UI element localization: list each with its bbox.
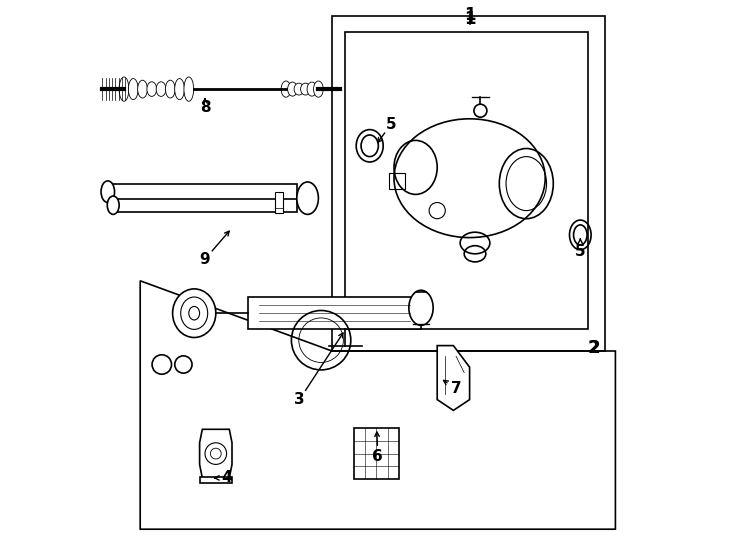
Text: 9: 9: [200, 252, 211, 267]
Polygon shape: [200, 429, 232, 478]
Text: 5: 5: [575, 244, 586, 259]
Bar: [354, 428, 399, 480]
Ellipse shape: [294, 83, 304, 95]
Polygon shape: [437, 346, 470, 410]
Text: 2: 2: [587, 339, 599, 357]
Text: 6: 6: [372, 449, 383, 464]
Bar: [200, 477, 232, 483]
Ellipse shape: [128, 79, 138, 99]
Text: 5: 5: [386, 117, 396, 132]
Bar: [108, 184, 297, 200]
Text: 2: 2: [589, 339, 600, 357]
Text: 1: 1: [464, 5, 476, 24]
Ellipse shape: [409, 291, 433, 325]
Ellipse shape: [107, 196, 119, 214]
Ellipse shape: [175, 79, 184, 99]
Ellipse shape: [184, 77, 194, 102]
Bar: [275, 192, 283, 213]
Text: 7: 7: [451, 381, 462, 396]
Bar: [388, 173, 404, 189]
Bar: [113, 199, 297, 212]
Ellipse shape: [119, 77, 129, 102]
Text: 8: 8: [200, 100, 211, 116]
Ellipse shape: [172, 289, 216, 338]
Ellipse shape: [147, 82, 156, 97]
Ellipse shape: [307, 82, 317, 96]
Ellipse shape: [288, 82, 297, 96]
Ellipse shape: [301, 83, 310, 95]
Ellipse shape: [313, 81, 323, 97]
Ellipse shape: [156, 82, 166, 97]
Ellipse shape: [101, 181, 115, 202]
Bar: [248, 297, 421, 329]
Text: 3: 3: [294, 392, 305, 407]
Text: 4: 4: [221, 470, 232, 485]
Ellipse shape: [297, 182, 319, 214]
Ellipse shape: [138, 80, 148, 98]
Ellipse shape: [281, 81, 291, 97]
Ellipse shape: [165, 80, 175, 98]
Text: 1: 1: [464, 10, 476, 28]
